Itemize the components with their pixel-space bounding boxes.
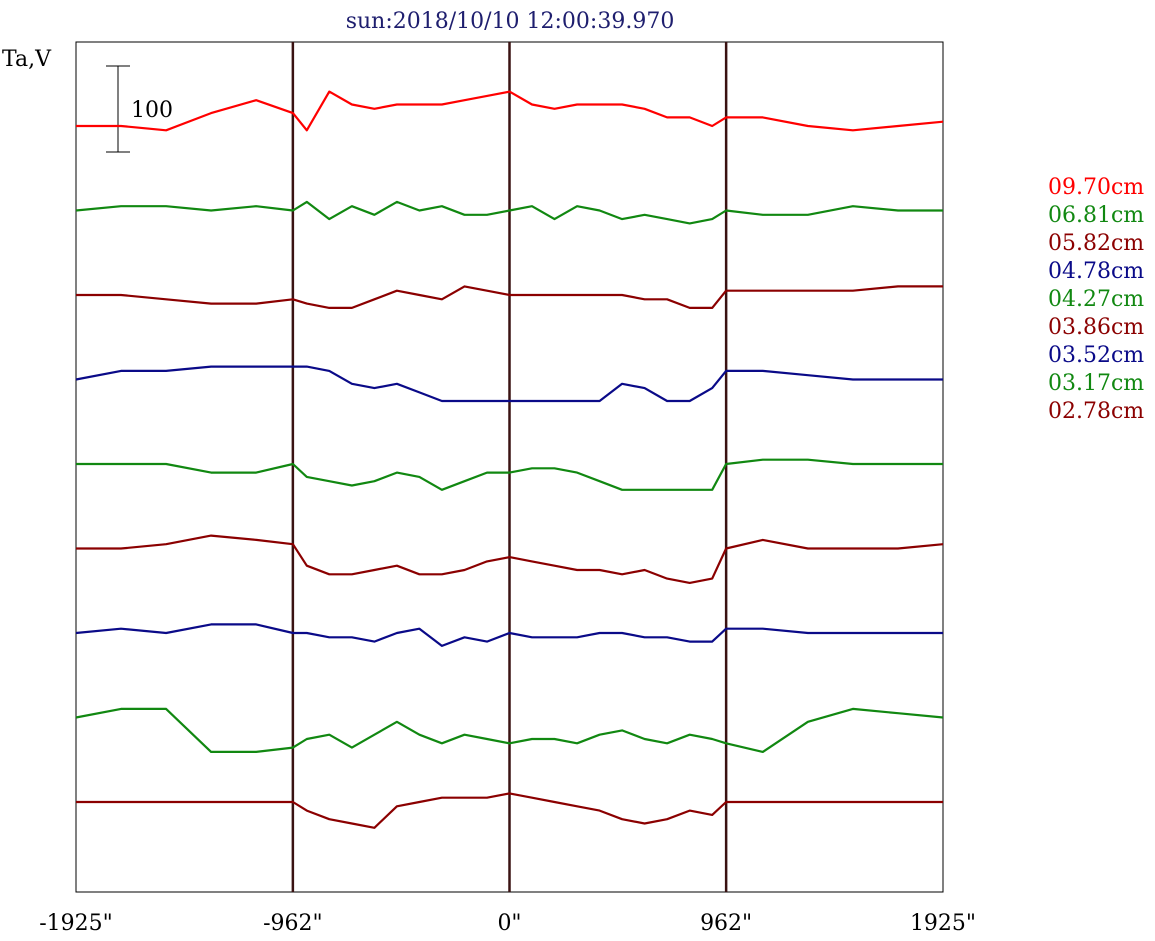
x-tick-label: 962" <box>700 911 752 936</box>
series-line-03-17cm <box>75 707 944 754</box>
vertical-markers <box>291 42 728 892</box>
scale-bar-label: 100 <box>131 98 173 123</box>
legend-item: 03.52cm <box>1048 343 1144 368</box>
x-tick-label: 1925" <box>910 911 976 936</box>
series-line-03-52cm <box>75 623 943 648</box>
chart-title: sun:2018/10/10 12:00:39.970 <box>346 9 675 34</box>
legend: 09.70cm 06.81cm 05.82cm 04.78cm 04.27cm 03.86… <box>1048 175 1144 424</box>
series-line-05-82cm <box>76 285 943 309</box>
series-line-04-78cm <box>75 365 943 403</box>
legend-item: 04.78cm <box>1048 259 1144 284</box>
series-layer <box>75 90 944 829</box>
series-line-02-78cm <box>76 792 943 829</box>
series-line-09-70cm <box>76 90 944 132</box>
x-tick-label: -1925" <box>39 911 113 936</box>
legend-item: 03.17cm <box>1048 371 1144 396</box>
legend-item: 04.27cm <box>1048 287 1144 312</box>
series-line-04-27cm <box>76 458 943 491</box>
legend-item: 06.81cm <box>1048 203 1144 228</box>
x-tick-label: 0" <box>497 911 521 936</box>
x-tick-label: -962" <box>263 911 323 936</box>
legend-item: 02.78cm <box>1048 399 1144 424</box>
scale-bar: 100 <box>106 65 173 153</box>
series-line-03-86cm <box>76 534 944 585</box>
legend-item: 03.86cm <box>1048 315 1144 340</box>
series-line-06-81cm <box>75 200 943 225</box>
y-axis-label: Ta,V <box>2 47 52 72</box>
x-tick-labels: -1925" -962" 0" 962" 1925" <box>39 911 976 936</box>
legend-item: 09.70cm <box>1048 175 1144 200</box>
legend-item: 05.82cm <box>1048 231 1144 256</box>
